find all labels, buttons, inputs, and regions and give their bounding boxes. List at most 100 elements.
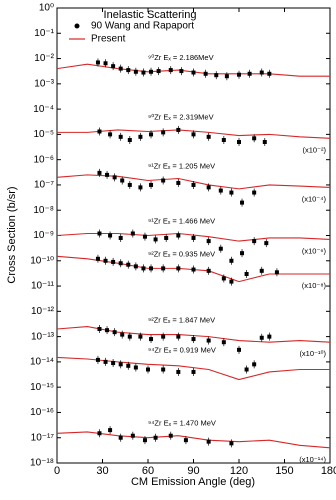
data-point [229, 190, 234, 195]
dataset-label: ⁹⁴Zr Eₓ = 1.470 MeV [148, 419, 216, 428]
y-tick-label: 10⁻⁹ [33, 230, 54, 241]
data-point [176, 180, 181, 185]
data-point [259, 335, 264, 340]
data-point [191, 369, 196, 374]
data-point [133, 365, 138, 370]
y-tick-label: 10⁻¹⁶ [30, 407, 54, 418]
data-point [206, 134, 211, 139]
data-point [97, 431, 102, 436]
data-point [203, 71, 208, 76]
data-point [97, 327, 102, 332]
x-tick-label: 180 [321, 465, 336, 477]
data-point [153, 435, 158, 440]
data-point [130, 433, 135, 438]
scale-label: (x10⁻¹⁴) [299, 455, 326, 464]
data-point [237, 72, 241, 77]
legend-marker [74, 23, 80, 29]
y-tick-label: 10⁻² [34, 53, 54, 64]
data-point [252, 239, 257, 244]
data-point [221, 340, 226, 345]
data-point [118, 235, 123, 240]
legend-label: Present [91, 34, 126, 45]
data-point [126, 68, 131, 73]
data-point [176, 233, 181, 238]
data-point [224, 74, 229, 79]
data-point [218, 188, 223, 193]
y-tick-label: 10⁻³ [34, 78, 54, 89]
data-point [138, 134, 143, 139]
data-point [191, 235, 196, 240]
y-tick-label: 10⁻⁵ [33, 129, 54, 140]
data-point [141, 70, 146, 75]
chart-title: Inelastic Scattering [104, 9, 197, 21]
data-point [118, 261, 123, 266]
data-point [105, 172, 110, 177]
dataset-label: ⁹⁴Zr Eₓ = 0.919 MeV [148, 345, 216, 354]
data-point [259, 70, 264, 75]
data-point [133, 69, 138, 74]
dataset-label: ⁹¹Zr Eₓ = 1.466 MeV [148, 216, 215, 225]
data-point [161, 367, 166, 372]
data-point [126, 262, 131, 267]
data-point [214, 73, 219, 78]
y-tick-label: 10⁻¹ [34, 28, 54, 39]
data-point [247, 71, 252, 76]
data-point [95, 357, 100, 362]
data-point [229, 258, 234, 263]
data-point [108, 428, 113, 433]
data-point [206, 439, 211, 444]
data-point [118, 435, 123, 440]
data-point [262, 139, 267, 144]
data-point [191, 337, 196, 342]
data-point [161, 130, 166, 135]
y-tick-label: 10⁻¹⁷ [31, 432, 55, 443]
data-point [142, 438, 147, 443]
data-point [191, 132, 196, 137]
data-point [237, 347, 241, 352]
data-point [108, 233, 113, 238]
data-point [176, 334, 181, 339]
data-point [168, 433, 173, 438]
data-point [183, 438, 188, 443]
x-tick-label: 30 [96, 465, 108, 477]
data-point [118, 66, 123, 71]
scale-label: (x10⁻¹⁰) [299, 349, 326, 358]
data-point [127, 334, 132, 339]
data-point [111, 64, 116, 69]
data-point [118, 362, 123, 367]
y-tick-label: 10⁻⁷ [34, 180, 54, 191]
dataset-label: ⁹²Zr Eₓ = 0.935 MeV [148, 249, 215, 258]
dataset-label: ⁹⁰Zr Eₓ = 2.186MeV [148, 53, 214, 62]
data-point [138, 185, 143, 190]
data-point [229, 279, 234, 284]
data-point [120, 332, 125, 337]
data-point [191, 267, 196, 272]
y-tick-label: 10⁻¹⁰ [30, 255, 54, 266]
y-tick-label: 10⁰ [39, 3, 54, 14]
data-point [127, 182, 132, 187]
data-point [168, 68, 173, 73]
x-tick-label: 90 [187, 465, 199, 477]
data-point [146, 367, 150, 372]
y-tick-label: 10⁻¹² [31, 306, 55, 317]
data-point [176, 369, 181, 374]
data-point [97, 231, 102, 236]
data-point [176, 127, 181, 132]
fit-curve [56, 356, 330, 381]
x-tick-label: 0 [54, 465, 60, 477]
data-point [274, 270, 279, 275]
data-point [206, 268, 211, 273]
data-point [138, 334, 143, 339]
data-point [95, 256, 100, 261]
data-point [112, 175, 117, 180]
data-point [161, 178, 166, 183]
dataset-label: ⁹²Zr Eₓ = 1.847 MeV [148, 316, 215, 325]
data-point [133, 264, 138, 269]
y-tick-label: 10⁻⁶ [33, 154, 54, 165]
data-point [126, 363, 131, 368]
data-point [130, 231, 135, 236]
data-point [149, 182, 154, 187]
data-point [191, 70, 196, 75]
x-tick-label: 120 [230, 465, 248, 477]
